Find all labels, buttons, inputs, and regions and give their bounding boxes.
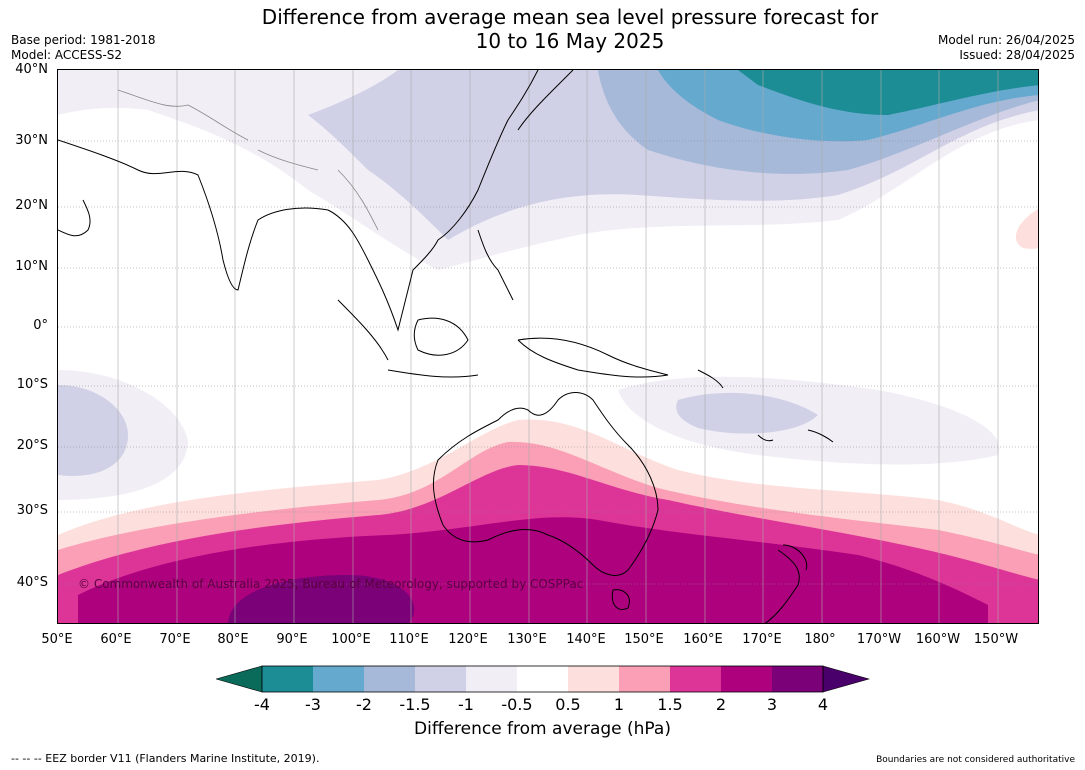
map-title-line1: Difference from average mean sea level p… bbox=[261, 5, 879, 29]
colorbar-swatch bbox=[619, 666, 670, 692]
colorbar-tick: 0.5 bbox=[555, 695, 581, 714]
colorbar-swatch bbox=[568, 666, 619, 692]
lon-label: 150°E bbox=[624, 632, 664, 647]
lat-label: 10°N bbox=[15, 259, 48, 274]
colorbar-label: Difference from average (hPa) bbox=[414, 719, 671, 739]
lat-label: 10°S bbox=[16, 377, 48, 392]
country-borders bbox=[117, 89, 379, 231]
coastline-india bbox=[58, 139, 329, 291]
colorbar-swatches bbox=[262, 666, 823, 692]
colorbar-tick: -1.5 bbox=[399, 695, 431, 714]
colorbar-swatch bbox=[670, 666, 721, 692]
model-run: Model run: 26/04/2025 bbox=[937, 33, 1075, 47]
lon-label: 50°E bbox=[41, 632, 73, 647]
lon-label: 90°E bbox=[276, 632, 308, 647]
colorbar-swatch bbox=[517, 666, 568, 692]
base-period: Base period: 1981-2018 bbox=[11, 33, 156, 47]
lon-label: 160°E bbox=[683, 632, 723, 647]
lon-label: 60°E bbox=[100, 632, 132, 647]
lon-label: 150°W bbox=[973, 632, 1019, 647]
lat-label: 30°N bbox=[15, 133, 48, 148]
issued-date: Issued: 28/04/2025 bbox=[959, 48, 1075, 62]
anomaly-region-south-pacific-2 bbox=[676, 392, 818, 434]
model-name: Model: ACCESS-S2 bbox=[11, 48, 123, 62]
lat-label: 0° bbox=[33, 318, 48, 333]
map-title-line2: 10 to 16 May 2025 bbox=[475, 29, 665, 53]
lon-label: 170°E bbox=[742, 632, 782, 647]
colorbar-tick: 1.5 bbox=[657, 695, 683, 714]
graticule bbox=[58, 70, 1038, 623]
map-canvas bbox=[58, 70, 1038, 623]
colorbar-tick: 2 bbox=[715, 695, 727, 714]
lon-label: 100°E bbox=[331, 632, 371, 647]
colorbar-tick: -0.5 bbox=[501, 695, 533, 714]
lon-label: 120°E bbox=[448, 632, 488, 647]
eez-note: -- -- -- EEZ border V11 (Flanders Marine… bbox=[11, 752, 320, 765]
coastline-tasmania bbox=[611, 589, 630, 610]
lon-label: 130°E bbox=[507, 632, 547, 647]
colorbar-tick: 3 bbox=[766, 695, 778, 714]
coastline-pacific-islands bbox=[697, 369, 834, 443]
anomaly-region-west-indian-2 bbox=[58, 385, 128, 476]
lat-label: 30°S bbox=[16, 503, 48, 518]
colorbar-swatch bbox=[262, 666, 313, 692]
coastline-japan bbox=[517, 70, 574, 131]
lon-label: 70°E bbox=[159, 632, 191, 647]
coastline-new-guinea bbox=[517, 337, 669, 378]
colorbar-swatch bbox=[466, 666, 517, 692]
colorbar-under-arrow bbox=[216, 665, 263, 693]
anomaly-region-pos-3 bbox=[228, 575, 415, 623]
coastline-se-asia bbox=[327, 70, 539, 332]
coastline-australia bbox=[433, 392, 659, 576]
lon-label: 80°E bbox=[217, 632, 249, 647]
lon-label: 170°W bbox=[856, 632, 902, 647]
colorbar-over-arrow bbox=[822, 665, 870, 693]
colorbar-swatch bbox=[313, 666, 364, 692]
colorbar-tick: -3 bbox=[305, 695, 321, 714]
lat-label: 20°N bbox=[15, 198, 48, 213]
coastline-new-zealand bbox=[764, 544, 808, 623]
lon-label: 140°E bbox=[566, 632, 606, 647]
colorbar-swatch bbox=[721, 666, 772, 692]
lon-label: 110°E bbox=[389, 632, 429, 647]
anomaly-region-ne-pacific bbox=[1015, 209, 1038, 249]
pressure-anomaly-map: © Commonwealth of Australia 2025, Bureau… bbox=[57, 69, 1039, 624]
colorbar-tick: -1 bbox=[458, 695, 474, 714]
colorbar-swatch bbox=[415, 666, 466, 692]
boundaries-note: Boundaries are not considered authoritat… bbox=[876, 755, 1075, 765]
colorbar bbox=[216, 665, 870, 693]
colorbar-tick: 1 bbox=[613, 695, 625, 714]
colorbar-swatch bbox=[364, 666, 415, 692]
coastline-indonesia bbox=[337, 299, 479, 378]
coastline-philippines bbox=[477, 229, 514, 301]
lon-label: 180° bbox=[804, 632, 836, 647]
coastlines bbox=[58, 70, 834, 623]
colorbar-tick: -2 bbox=[356, 695, 372, 714]
lon-label: 160°W bbox=[915, 632, 961, 647]
coastline-arabia bbox=[58, 199, 91, 237]
colorbar-tick: 4 bbox=[817, 695, 829, 714]
colorbar-tick: -4 bbox=[254, 695, 270, 714]
colorbar-swatch bbox=[772, 666, 823, 692]
lat-label: 20°S bbox=[16, 438, 48, 453]
lat-label: 40°N bbox=[15, 62, 48, 77]
copyright-notice: © Commonwealth of Australia 2025, Bureau… bbox=[78, 577, 584, 591]
anomaly-region-neg-3 bbox=[738, 70, 1038, 115]
lat-label: 40°S bbox=[16, 575, 48, 590]
